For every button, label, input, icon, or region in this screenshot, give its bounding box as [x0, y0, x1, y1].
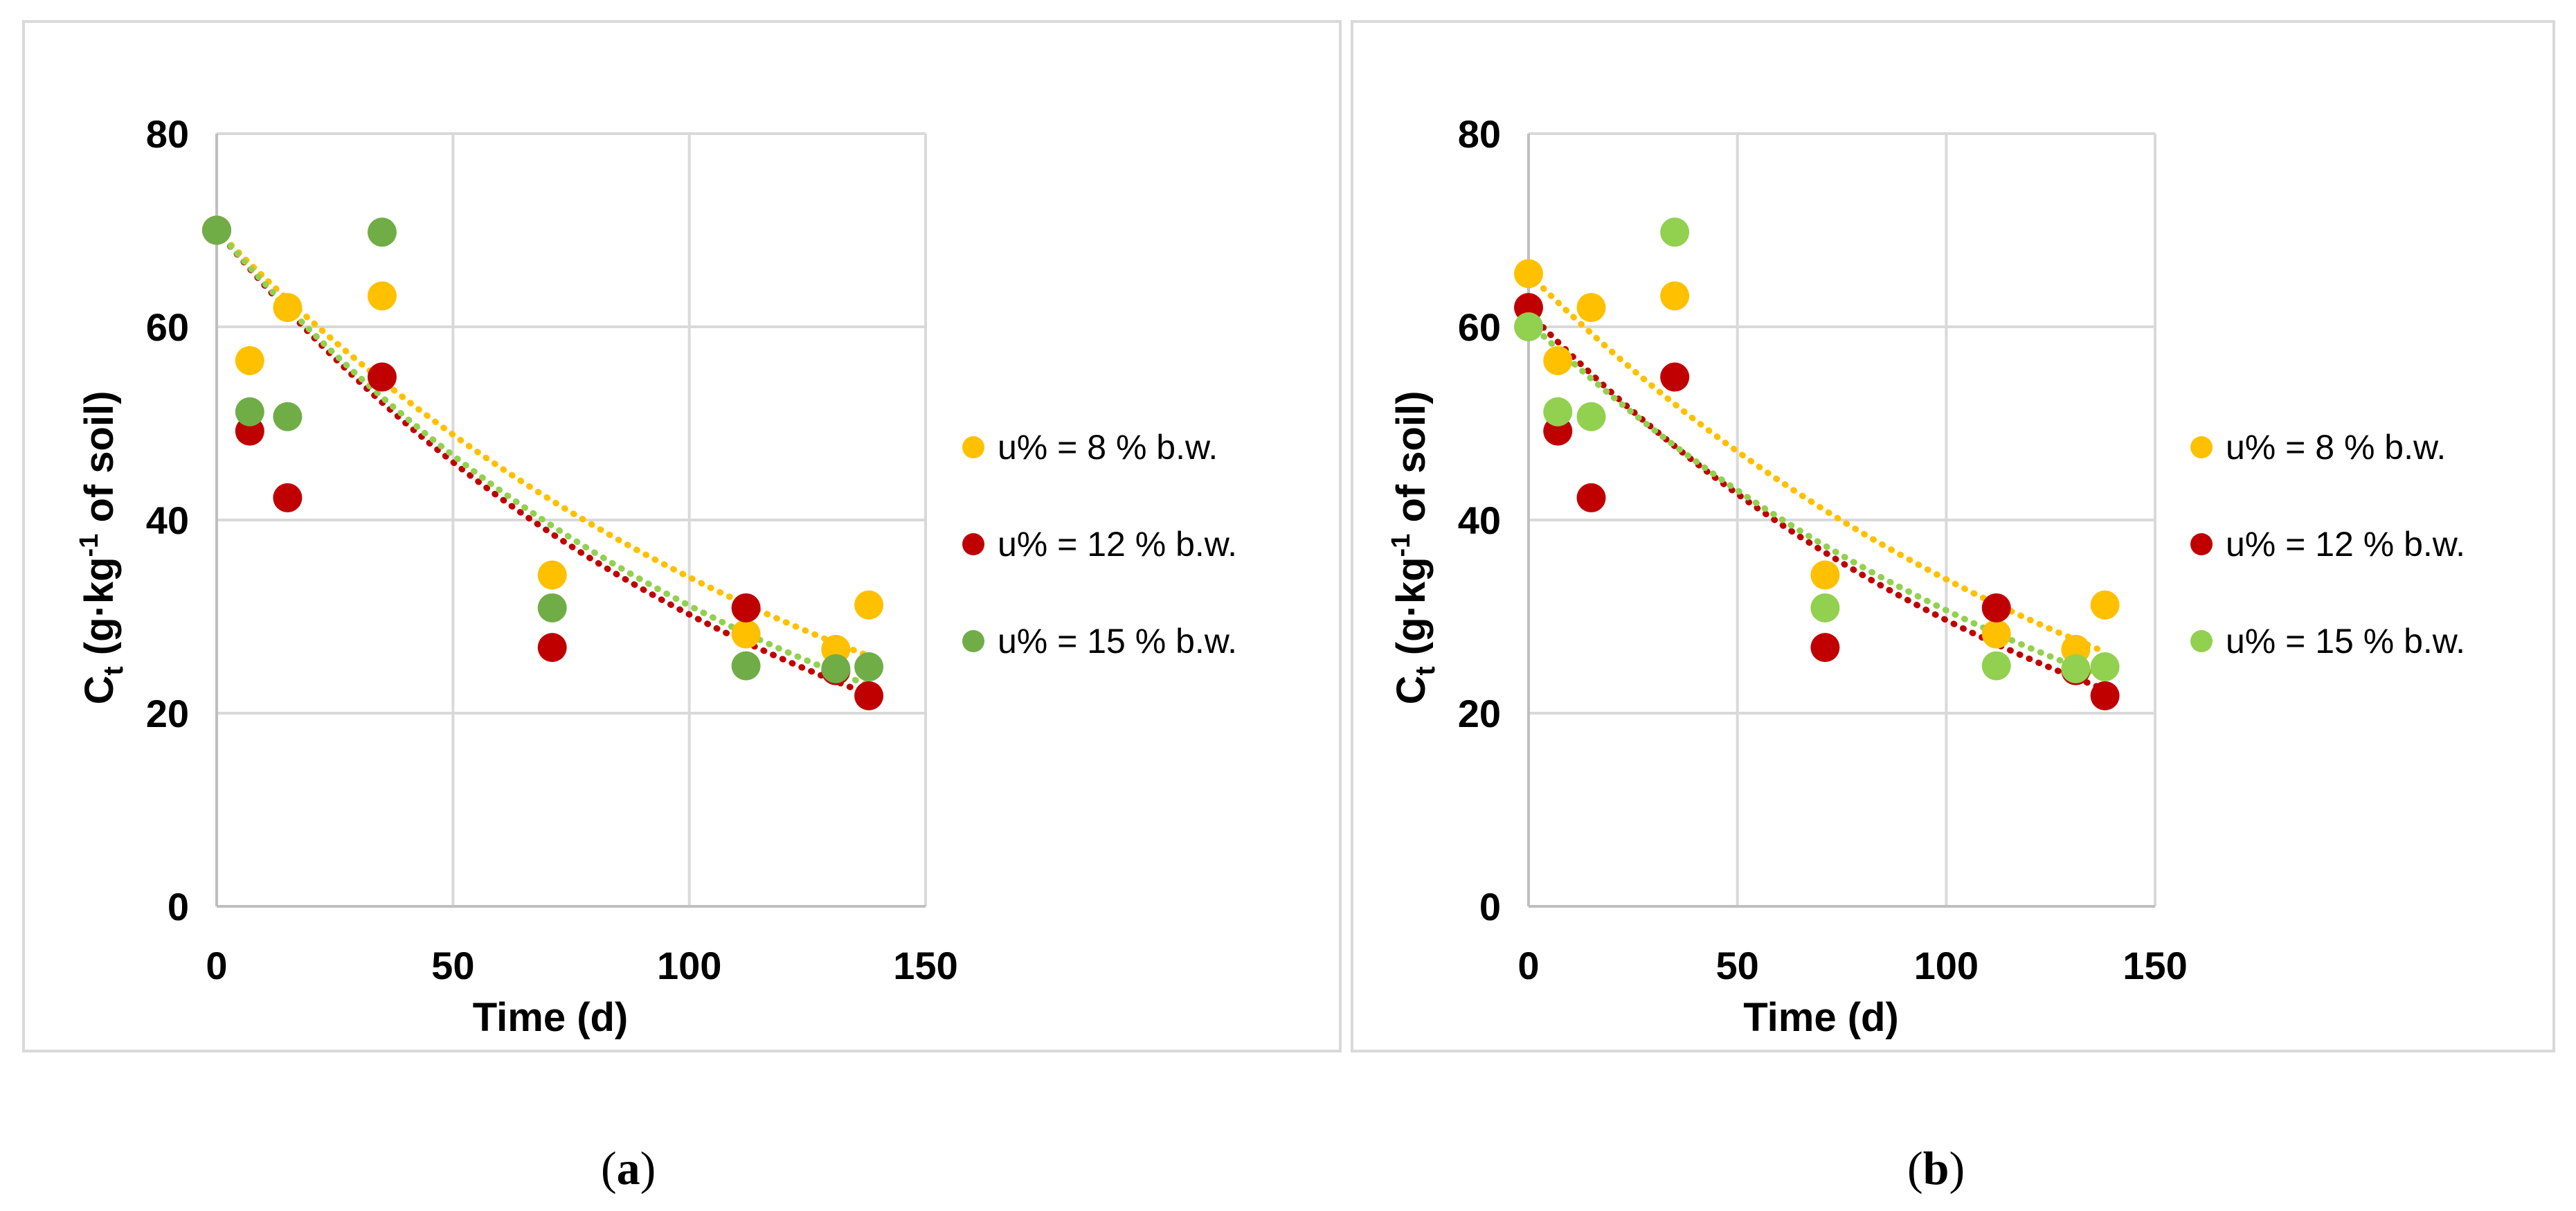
y-tick-label: 80	[146, 112, 189, 156]
x-tick-label: 100	[1914, 944, 1979, 987]
legend-marker-series-1	[2190, 436, 2213, 458]
legend-label-series-3: u% = 15 % b.w.	[998, 622, 1237, 661]
data-point-series-2	[1576, 483, 1606, 512]
data-point-series-2	[537, 633, 567, 663]
data-point-series-3	[1810, 593, 1840, 622]
y-tick-label: 0	[1479, 885, 1501, 929]
caption-a: (a)	[601, 1142, 656, 1194]
x-tick-label: 50	[1716, 944, 1759, 987]
data-point-series-2	[367, 362, 397, 392]
chart-panel-a: 0 20 40 60 80 0 50 100 150 Time (d) Ct (g·kg-1 of …	[22, 20, 1342, 1052]
trendline-series-3	[1525, 319, 2109, 681]
x-tick-label: 150	[2123, 944, 2187, 987]
legend-marker-series-3	[2190, 630, 2213, 652]
data-point-series-3	[2090, 652, 2120, 682]
y-axis-title: Ct (g·kg-1 of soil)	[1387, 391, 1441, 704]
legend-marker-series-2	[2190, 533, 2213, 555]
y-tick-label: 40	[1458, 499, 1501, 542]
caption-b: (b)	[1907, 1142, 1965, 1194]
data-point-series-2	[273, 483, 303, 512]
x-tick-label: 0	[206, 944, 227, 987]
y-tick-label: 80	[1458, 112, 1501, 156]
data-point-series-1	[1543, 346, 1573, 375]
y-tick-label: 40	[146, 499, 189, 542]
data-point-series-2	[731, 593, 761, 622]
data-point-series-2	[1981, 593, 2011, 622]
trendline-series-1	[213, 227, 872, 659]
data-point-series-1	[2090, 590, 2120, 620]
data-point-series-3	[235, 397, 264, 427]
legend-marker-series-1	[962, 436, 984, 458]
data-point-series-2	[2090, 681, 2120, 710]
data-point-series-3	[731, 651, 761, 681]
data-point-series-1	[1660, 281, 1690, 311]
data-point-series-2	[854, 681, 884, 710]
y-tick-label: 20	[146, 692, 189, 735]
data-point-series-1	[273, 293, 303, 323]
data-point-series-3	[367, 217, 397, 247]
data-point-series-3	[202, 215, 231, 245]
data-point-series-3	[1981, 651, 2011, 681]
x-tick-label: 100	[657, 944, 721, 987]
y-axis-title: Ct (g·kg-1 of soil)	[75, 391, 129, 704]
legend-label-series-1: u% = 8 % b.w.	[998, 428, 1218, 467]
legend-label-series-3: u% = 15 % b.w.	[2226, 622, 2465, 661]
data-point-series-3	[1543, 397, 1573, 427]
legend-label-series-2: u% = 12 % b.w.	[998, 525, 1237, 564]
x-axis-title: Time (d)	[1743, 995, 1899, 1040]
data-point-series-2	[1660, 362, 1690, 392]
data-point-series-3	[273, 402, 303, 431]
legend-marker-series-3	[962, 630, 984, 652]
y-tick-label: 60	[146, 305, 189, 349]
data-point-series-3	[821, 654, 851, 683]
data-point-series-1	[854, 590, 884, 620]
chart-a-svg: 0 20 40 60 80 0 50 100 150 Time (d) Ct (g·kg-1 of …	[75, 112, 1237, 1040]
data-point-series-3	[537, 593, 567, 622]
data-point-series-1	[1981, 619, 2011, 649]
legend-marker-series-2	[962, 533, 984, 555]
trendline-series-2	[1525, 309, 2109, 693]
data-point-series-3	[1660, 217, 1690, 247]
y-tick-label: 0	[168, 885, 189, 929]
data-point-series-3	[854, 652, 884, 682]
data-point-series-1	[1576, 293, 1606, 323]
chart-b-svg: 0 20 40 60 80 0 50 100 150 Time (d) Ct (g·kg-1 of …	[1387, 112, 2465, 1040]
chart-panel-b: 0 20 40 60 80 0 50 100 150 Time (d) Ct (g·kg-1 of …	[1351, 20, 2555, 1052]
trendline-series-1	[1525, 270, 2109, 655]
data-point-series-1	[235, 346, 264, 375]
y-tick-label: 60	[1458, 305, 1501, 349]
legend-label-series-1: u% = 8 % b.w.	[2226, 428, 2446, 467]
data-point-series-1	[731, 619, 761, 649]
x-axis-title: Time (d)	[473, 995, 629, 1040]
data-point-series-1	[1810, 560, 1840, 590]
data-point-series-3	[1514, 312, 1543, 341]
data-point-series-3	[2061, 654, 2091, 683]
data-point-series-1	[1514, 259, 1543, 289]
trendline-series-2	[213, 227, 872, 698]
x-tick-label: 50	[431, 944, 474, 987]
y-tick-label: 20	[1458, 692, 1501, 735]
data-point-series-1	[367, 281, 397, 311]
data-point-series-2	[1810, 633, 1840, 663]
data-point-series-3	[1576, 402, 1606, 431]
data-point-series-1	[537, 560, 567, 590]
legend-label-series-2: u% = 12 % b.w.	[2226, 525, 2465, 564]
x-tick-label: 0	[1517, 944, 1539, 987]
trendline-series-3	[213, 227, 872, 689]
x-tick-label: 150	[893, 944, 957, 987]
